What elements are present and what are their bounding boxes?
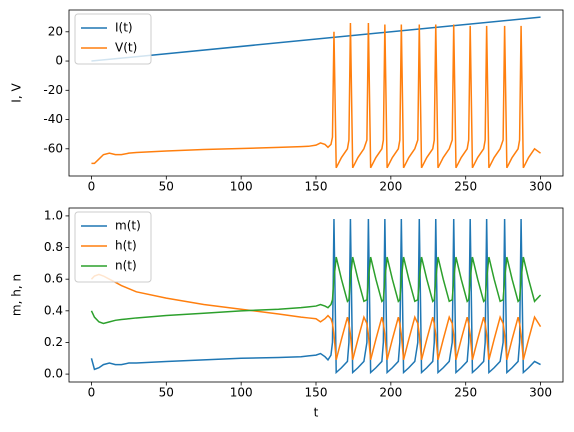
y-tick-label: 0.8 xyxy=(44,240,63,254)
x-tick-label: 150 xyxy=(305,180,328,194)
legend-label: m(t) xyxy=(115,219,141,233)
series-line xyxy=(90,219,541,375)
x-tick-label: 300 xyxy=(529,180,552,194)
x-tick-label: 150 xyxy=(305,386,328,400)
x-tick-label: 200 xyxy=(379,386,402,400)
series-line xyxy=(91,16,541,62)
legend: I(t) V(t) xyxy=(74,13,152,65)
x-tick-label: 100 xyxy=(230,386,253,400)
y-tick-label: 0.4 xyxy=(44,303,63,317)
legend-label: n(t) xyxy=(115,259,137,273)
y-tick-label: 1.0 xyxy=(44,208,63,222)
series-line xyxy=(90,273,542,361)
legend-label: V(t) xyxy=(115,41,137,55)
y-axis-label: m, h, n xyxy=(10,274,24,316)
y-tick-label: 0.6 xyxy=(44,272,63,286)
legend-box xyxy=(74,211,152,283)
x-tick-label: 50 xyxy=(159,180,174,194)
y-tick-label: -40 xyxy=(43,112,63,126)
y-axis-label: I, V xyxy=(10,83,24,103)
x-tick-label: 0 xyxy=(88,386,96,400)
x-axis-label: t xyxy=(314,406,319,420)
legend-box xyxy=(74,13,152,65)
legend: m(t) h(t) n(t) xyxy=(74,211,152,283)
series-line xyxy=(91,23,541,169)
legend-label: h(t) xyxy=(115,239,137,253)
y-tick-label: 0 xyxy=(55,54,63,68)
y-tick-label: 0.0 xyxy=(44,367,63,381)
x-tick-label: 200 xyxy=(379,180,402,194)
x-tick-label: 250 xyxy=(454,386,477,400)
y-tick-label: -20 xyxy=(43,83,63,97)
y-tick-label: -60 xyxy=(43,141,63,155)
y-tick-label: 20 xyxy=(48,24,63,38)
x-tick-label: 100 xyxy=(230,180,253,194)
legend-label: I(t) xyxy=(115,21,133,35)
x-tick-label: 0 xyxy=(88,180,96,194)
x-tick-label: 50 xyxy=(159,386,174,400)
y-tick-label: 0.2 xyxy=(44,335,63,349)
x-tick-label: 300 xyxy=(529,386,552,400)
series-line xyxy=(90,256,542,325)
x-tick-label: 250 xyxy=(454,180,477,194)
